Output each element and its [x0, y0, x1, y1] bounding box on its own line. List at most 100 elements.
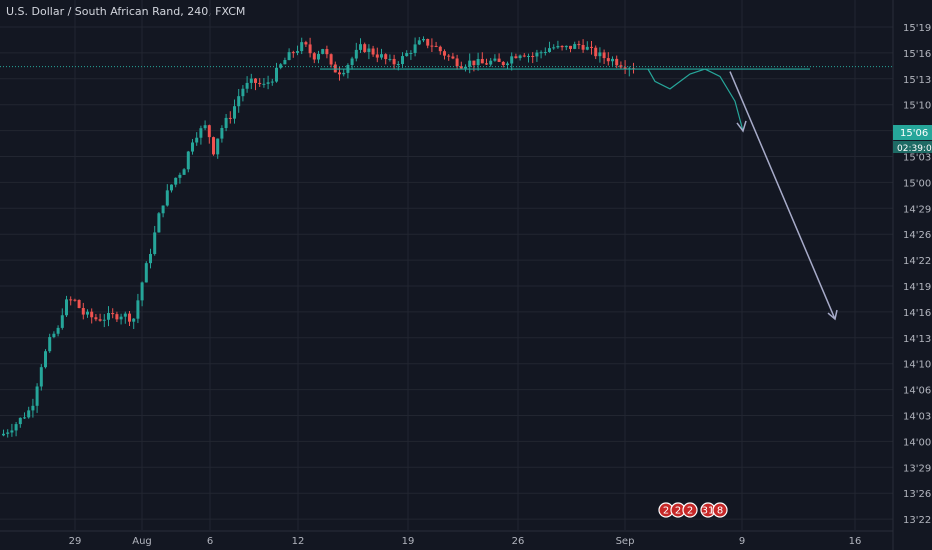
candle-body: [191, 142, 194, 152]
x-tick-label: 26: [512, 536, 525, 547]
projection-curve: [647, 68, 744, 132]
candle-body: [577, 44, 581, 46]
y-tick-label: 13'26: [903, 489, 931, 500]
candle-body: [115, 314, 119, 320]
projection-curve-arrowhead: [736, 120, 747, 133]
y-tick-label: 13'29: [903, 463, 931, 474]
candle-body: [52, 333, 56, 338]
y-tick-label: 14'16: [903, 308, 931, 319]
candle-body: [308, 44, 312, 54]
candle-body: [396, 64, 400, 66]
candle-body: [560, 45, 564, 48]
candle-body: [60, 315, 64, 328]
candle-body: [69, 299, 73, 301]
candle-body: [262, 83, 266, 85]
candle-body: [497, 58, 501, 62]
candle-body: [258, 82, 262, 85]
candle-body: [119, 316, 123, 320]
candle-body: [493, 58, 497, 61]
candle-body: [434, 45, 438, 47]
candle-body: [77, 300, 81, 308]
candle-body: [216, 138, 220, 155]
event-marker: [682, 502, 698, 518]
candle-body: [212, 137, 215, 155]
candle-body: [237, 96, 241, 107]
candle-body: [94, 317, 98, 320]
candle-body: [459, 66, 463, 69]
candle-body: [518, 55, 522, 59]
candle-body: [249, 78, 253, 83]
candle-body: [18, 417, 22, 425]
y-tick-label: 15'10: [903, 101, 931, 112]
candle-body: [245, 82, 249, 89]
candle-body: [539, 52, 543, 54]
candle-body: [2, 433, 5, 436]
candle-body: [111, 313, 115, 315]
candle-body: [480, 58, 484, 64]
candle-body: [144, 263, 148, 283]
y-tick-label: 14'00: [903, 437, 931, 448]
last-price-tag: 15'06 02:39:0: [893, 125, 932, 154]
candle-body: [48, 337, 52, 352]
candle-body: [489, 60, 493, 65]
candle-body: [157, 213, 161, 233]
candle-body: [522, 55, 526, 57]
event-marker-label: 8: [717, 506, 723, 517]
candle-body: [81, 307, 85, 315]
candle-body: [312, 53, 316, 60]
price-axis[interactable]: 15'19 15'16 15'13 15'10 15'06 15'03 15'00 14'29…: [892, 0, 931, 550]
candle-body: [44, 351, 47, 368]
candle-body: [548, 48, 551, 52]
candle-body: [296, 51, 299, 53]
candle-body: [388, 58, 392, 60]
candle-body: [552, 47, 556, 49]
candle-body: [585, 46, 589, 50]
candle-body: [531, 55, 535, 57]
candle-body: [325, 49, 329, 55]
y-tick-label: 14'10: [903, 360, 931, 371]
candle-body: [438, 46, 442, 52]
chart-title: U.S. Dollar / South African Rand, 240, F…: [6, 5, 246, 18]
candle-body: [443, 51, 446, 56]
candle-body: [447, 55, 451, 57]
candle-body: [468, 60, 472, 67]
candle-body: [275, 67, 278, 82]
candle-body: [182, 169, 186, 175]
candle-body: [342, 72, 346, 75]
candle-body: [472, 60, 476, 66]
candle-body: [195, 137, 199, 143]
event-markers[interactable]: 2 2 2 31 8: [658, 502, 728, 518]
candle-body: [573, 44, 577, 49]
candle-body: [606, 58, 610, 62]
candle-body: [535, 52, 539, 57]
candle-body: [153, 232, 157, 254]
candle-body: [417, 40, 421, 45]
candle-body: [224, 117, 228, 129]
candle-body: [270, 81, 274, 83]
candle-body: [300, 42, 304, 52]
candle-body: [178, 174, 182, 178]
candles: [2, 36, 635, 438]
candle-body: [367, 48, 371, 52]
candle-body: [14, 424, 18, 431]
candle-body: [31, 405, 35, 411]
grid: [0, 0, 893, 530]
candle-body: [220, 128, 224, 139]
y-tick-label: 15'13: [903, 75, 931, 86]
candle-body: [123, 313, 127, 317]
candle-body: [107, 313, 110, 320]
candle-body: [413, 44, 417, 53]
candle-body: [39, 367, 43, 387]
candle-body: [476, 58, 480, 66]
candle-body: [203, 125, 207, 129]
time-axis[interactable]: 29 Aug 6 12 19 26 Sep 9 16: [0, 530, 893, 547]
x-tick-label: 29: [69, 536, 82, 547]
candle-body: [165, 190, 169, 206]
candle-body: [510, 56, 514, 64]
candle-body: [426, 38, 430, 46]
candle-body: [56, 327, 60, 334]
candle-body: [233, 106, 236, 119]
x-tick-label: 12: [292, 536, 305, 547]
